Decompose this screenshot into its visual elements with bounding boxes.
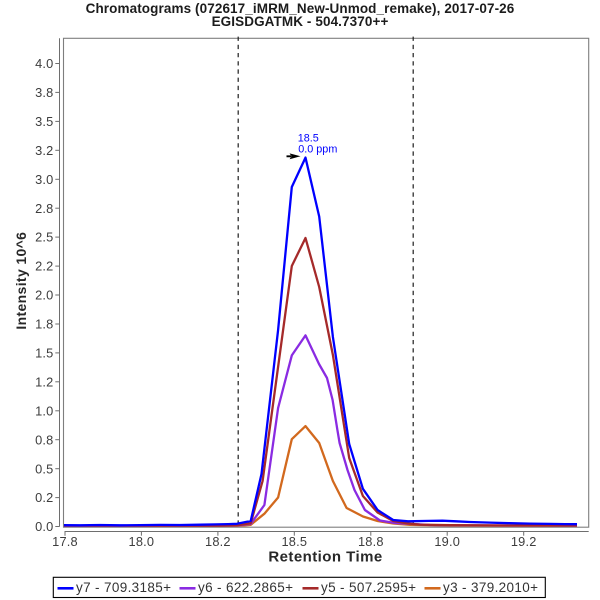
svg-text:EGISDGATMK - 504.7370++: EGISDGATMK - 504.7370++ [212,14,389,29]
svg-text:3.0: 3.0 [35,172,53,187]
svg-text:0.2: 0.2 [35,490,53,505]
svg-text:18.0: 18.0 [129,534,155,549]
svg-text:18.5: 18.5 [281,534,307,549]
svg-text:0.5: 0.5 [35,461,53,476]
svg-text:1.2: 1.2 [35,374,53,389]
svg-text:1.0: 1.0 [35,403,53,418]
svg-text:19.2: 19.2 [511,534,537,549]
svg-text:4.0: 4.0 [35,56,53,71]
svg-text:y3 - 379.2010+: y3 - 379.2010+ [443,580,538,595]
svg-text:2.2: 2.2 [35,259,53,274]
svg-text:Chromatograms (072617_iMRM_New: Chromatograms (072617_iMRM_New-Unmod_rem… [86,1,515,16]
svg-text:y7 - 709.3185+: y7 - 709.3185+ [76,580,171,595]
svg-text:y6 - 622.2865+: y6 - 622.2865+ [198,580,293,595]
svg-text:3.5: 3.5 [35,114,53,129]
svg-text:18.8: 18.8 [358,534,384,549]
svg-text:3.2: 3.2 [35,143,53,158]
svg-text:1.5: 1.5 [35,346,53,361]
svg-text:0.0 ppm: 0.0 ppm [298,144,337,156]
svg-text:3.8: 3.8 [35,85,53,100]
svg-text:2.0: 2.0 [35,288,53,303]
svg-text:0.0: 0.0 [35,519,53,534]
svg-text:Intensity 10^6: Intensity 10^6 [13,232,29,330]
svg-text:1.8: 1.8 [35,317,53,332]
svg-text:2.5: 2.5 [35,230,53,245]
svg-text:0.8: 0.8 [35,432,53,447]
svg-text:y5 - 507.2595+: y5 - 507.2595+ [321,580,416,595]
svg-text:Retention Time: Retention Time [268,549,382,566]
svg-text:2.8: 2.8 [35,201,53,216]
svg-text:18.5: 18.5 [298,132,319,144]
svg-text:17.8: 17.8 [52,534,78,549]
svg-text:19.0: 19.0 [434,534,460,549]
svg-text:18.2: 18.2 [205,534,231,549]
